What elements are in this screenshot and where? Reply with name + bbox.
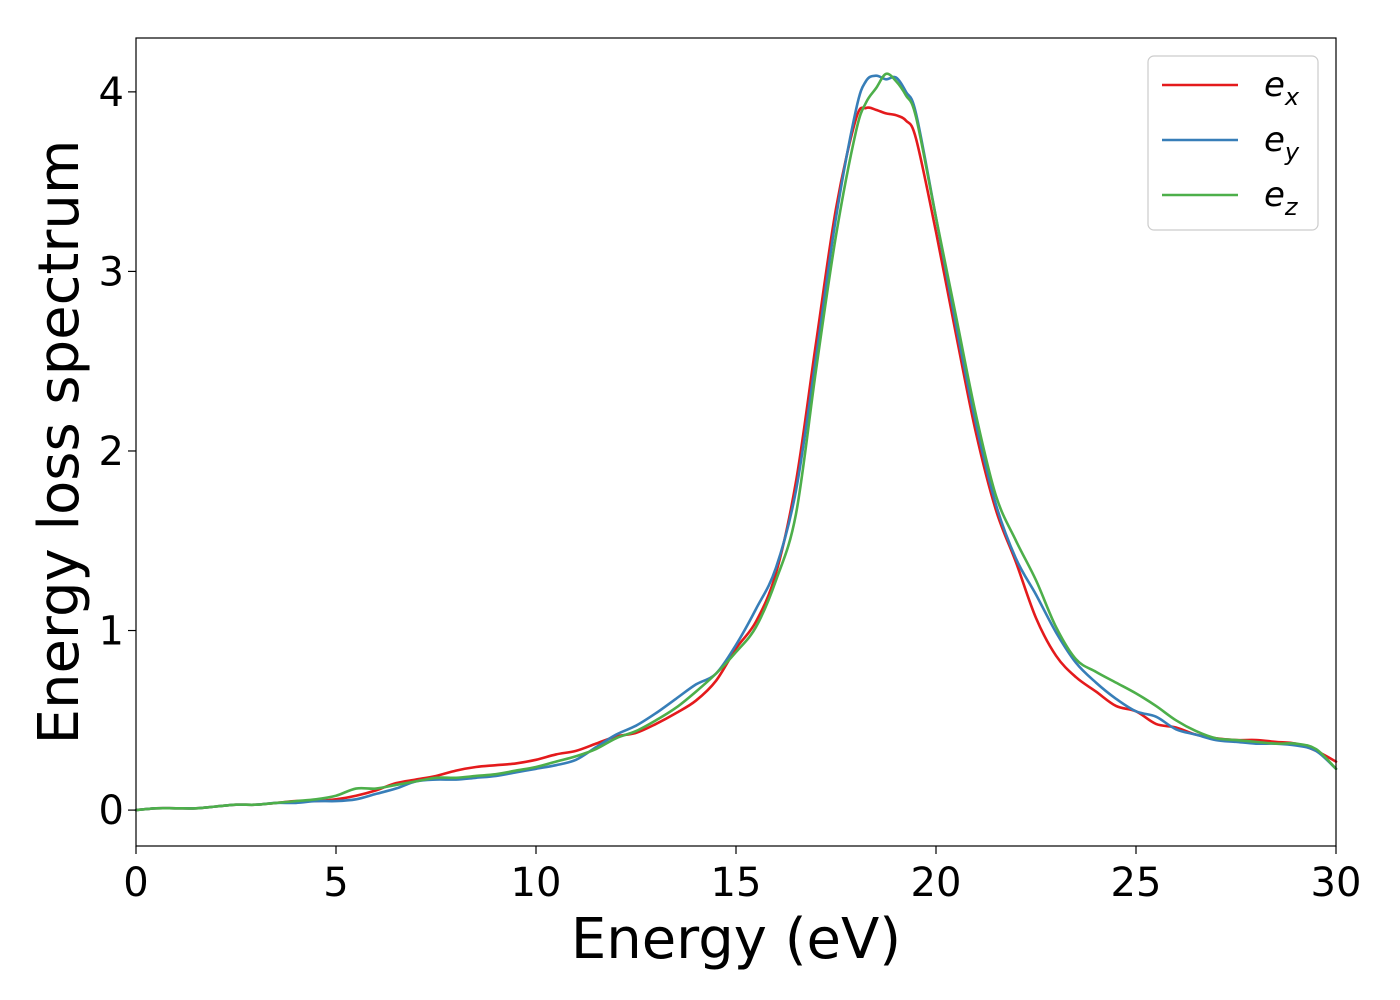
y-tick-label: 1 xyxy=(99,609,124,655)
x-axis: 0 5 10 15 20 25 30 xyxy=(123,846,1361,906)
x-tick-label: 25 xyxy=(1111,860,1162,906)
series-line-z xyxy=(134,72,1338,812)
x-tick-label: 30 xyxy=(1311,860,1362,906)
legend-label-z: ez xyxy=(1264,175,1299,221)
x-tick-label: 15 xyxy=(711,860,762,906)
legend: ex ey ez xyxy=(1147,55,1319,231)
legend-label-x: ex xyxy=(1264,65,1300,111)
y-axis-label: Energy loss spectrum xyxy=(27,140,92,745)
y-tick-label: 3 xyxy=(99,249,124,295)
legend-label-y: ey xyxy=(1264,120,1300,166)
x-tick-label: 5 xyxy=(323,860,348,906)
x-tick-label: 20 xyxy=(911,860,962,906)
series-line-y xyxy=(134,74,1338,812)
x-axis-label: Energy (eV) xyxy=(571,907,901,972)
y-axis: 0 1 2 3 4 xyxy=(99,70,136,834)
x-tick-label: 10 xyxy=(511,860,562,906)
y-tick-label: 2 xyxy=(99,429,124,475)
x-tick-label: 0 xyxy=(123,860,148,906)
plot-lines xyxy=(134,72,1338,812)
legend-box xyxy=(1147,55,1319,231)
y-tick-label: 0 xyxy=(99,788,124,834)
y-tick-label: 4 xyxy=(99,70,124,116)
